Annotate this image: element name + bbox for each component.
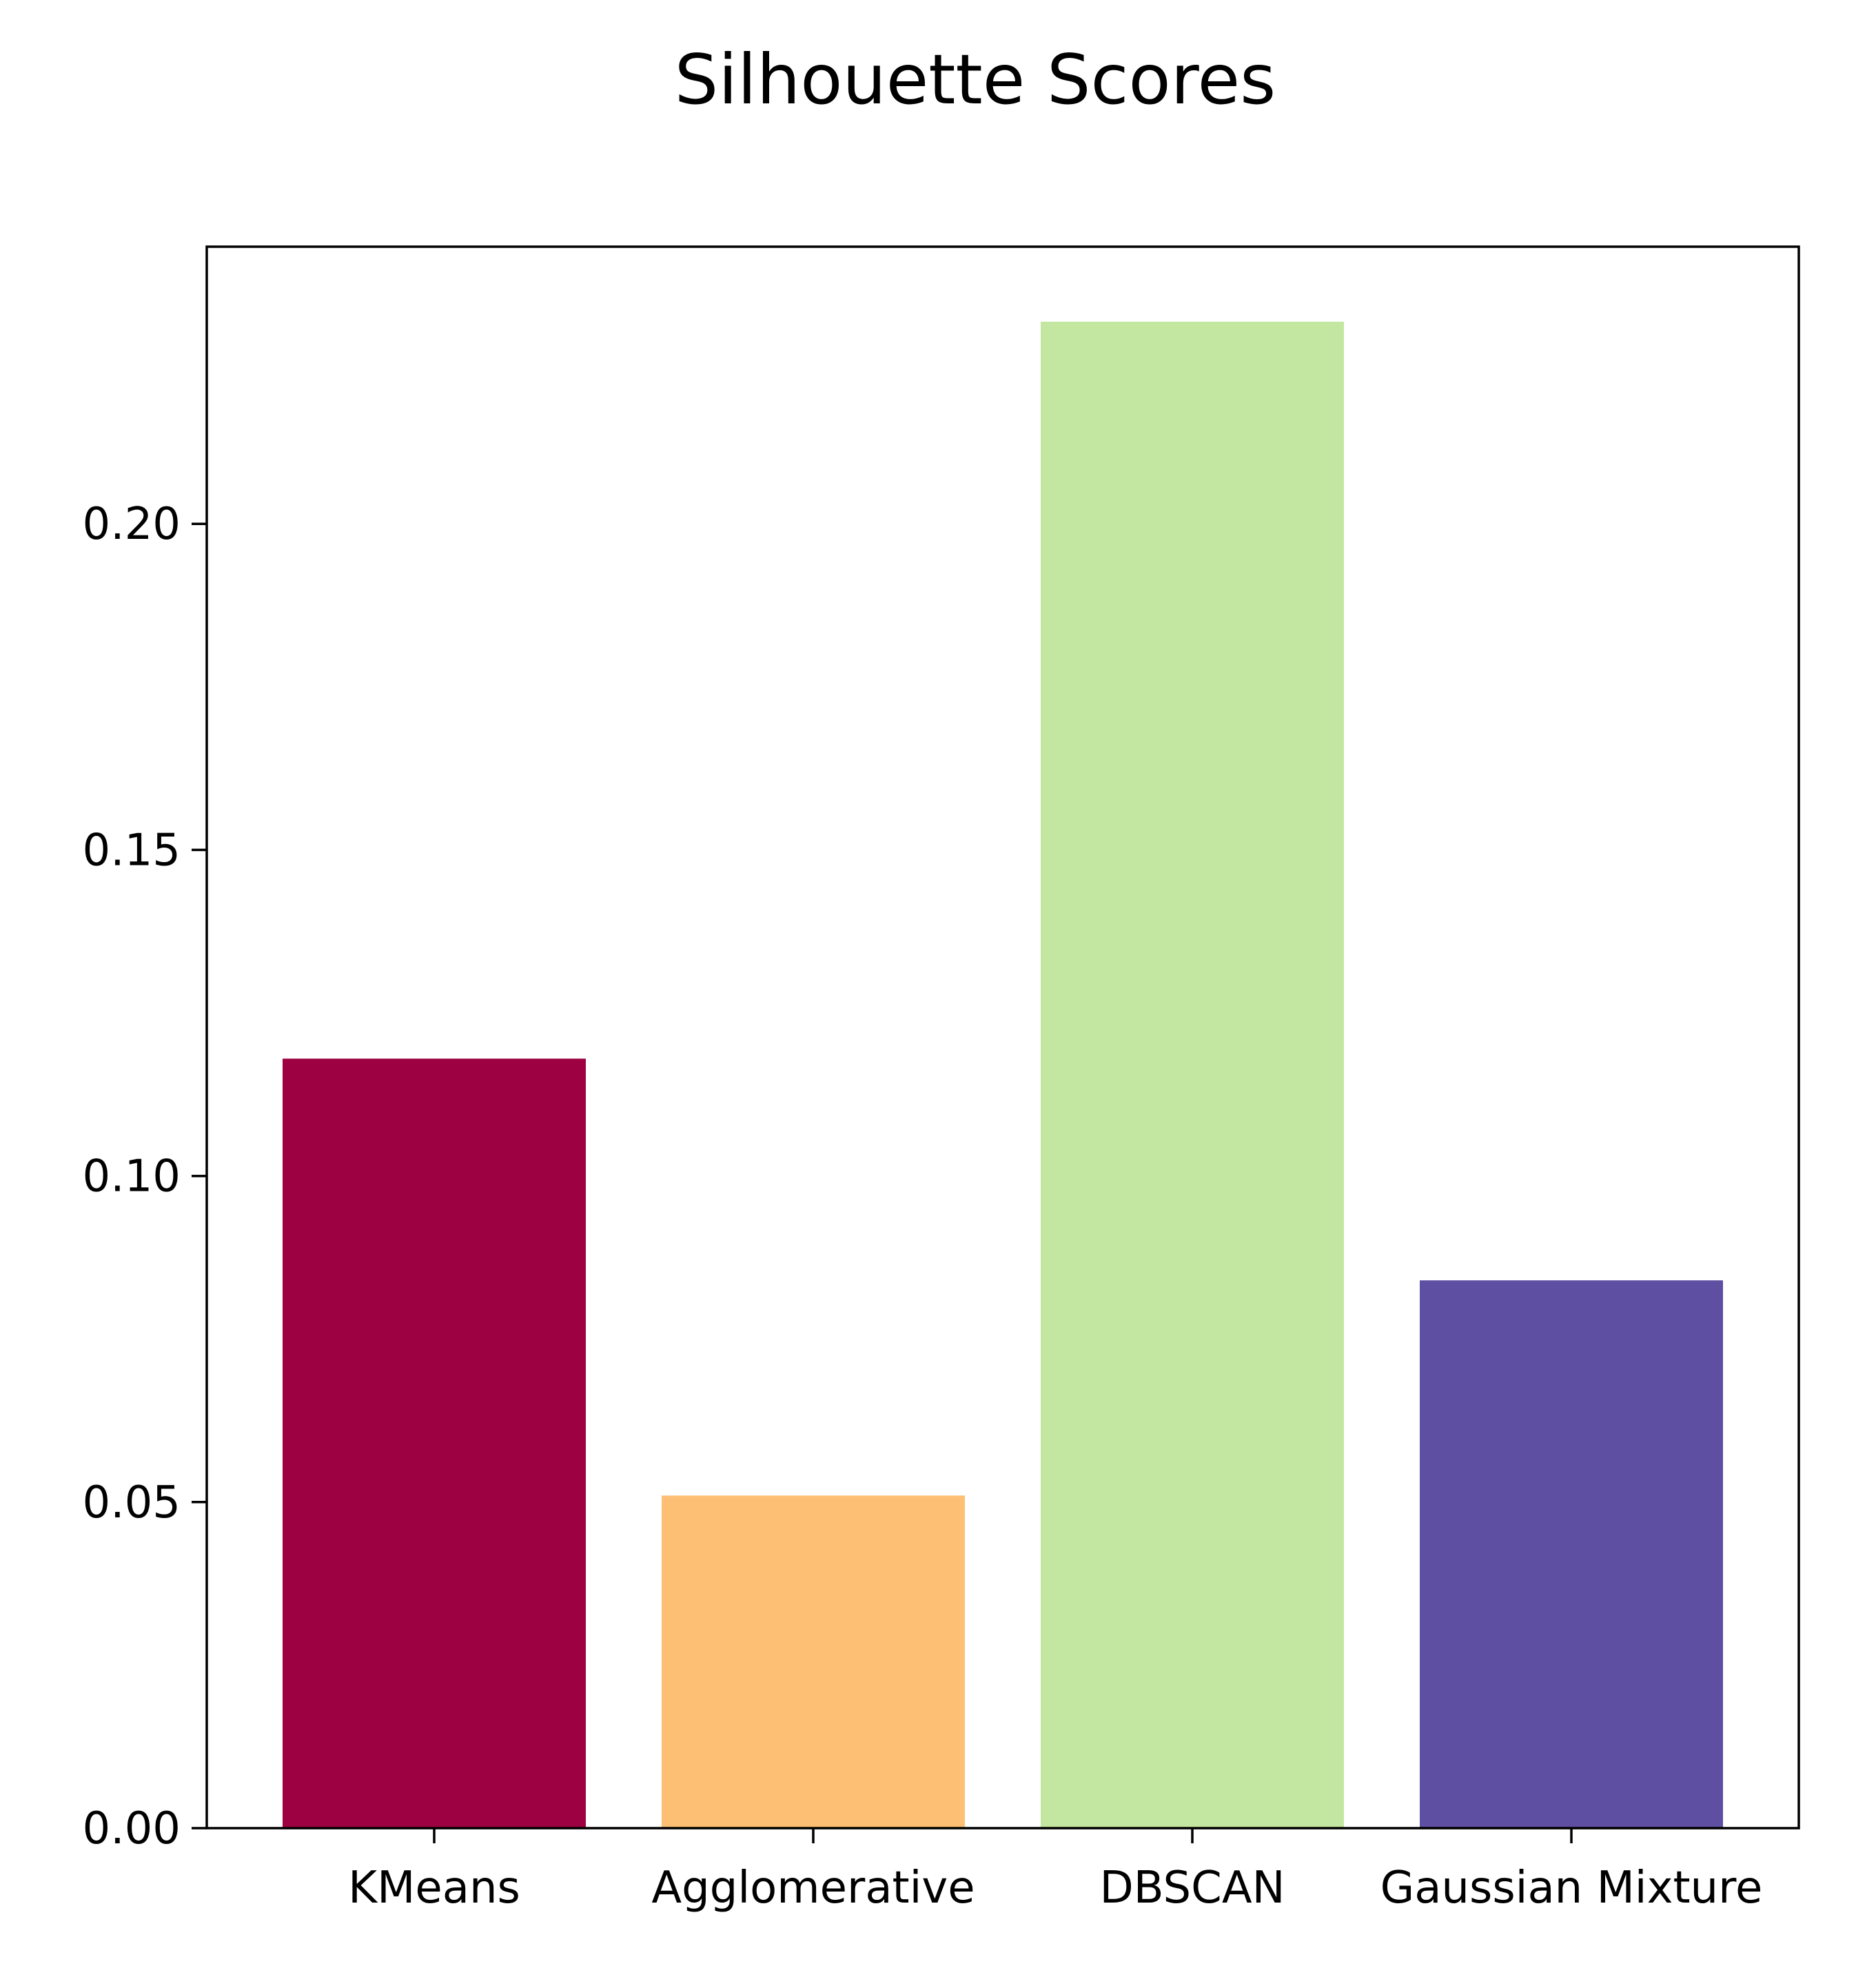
chart-title: Silhouette Scores xyxy=(675,39,1276,120)
y-tick-label: 0.00 xyxy=(83,1803,181,1854)
x-tick-label: KMeans xyxy=(348,1863,520,1914)
plot-frame xyxy=(205,245,1800,1830)
y-tick-label: 0.05 xyxy=(83,1477,181,1528)
x-axis: KMeans Agglomerative DBSCAN Gaussian Mixtur… xyxy=(348,1828,1762,1914)
bar-dbscan xyxy=(1041,321,1344,1829)
x-tick-label: Agglomerative xyxy=(651,1863,975,1914)
y-tick-label: 0.15 xyxy=(83,825,181,876)
bar-gaussian-mixture xyxy=(1420,1280,1723,1828)
x-tick-label: DBSCAN xyxy=(1099,1863,1285,1914)
y-tick-label: 0.20 xyxy=(83,499,181,550)
bar-kmeans xyxy=(283,1058,586,1828)
y-tick-label: 0.10 xyxy=(83,1151,181,1202)
x-tick-label: Gaussian Mixture xyxy=(1380,1863,1763,1914)
bar-agglomerative xyxy=(662,1495,965,1828)
y-axis: 0.00 0.05 0.10 0.15 0.20 xyxy=(83,499,207,1854)
bars-layer xyxy=(283,321,1723,1829)
